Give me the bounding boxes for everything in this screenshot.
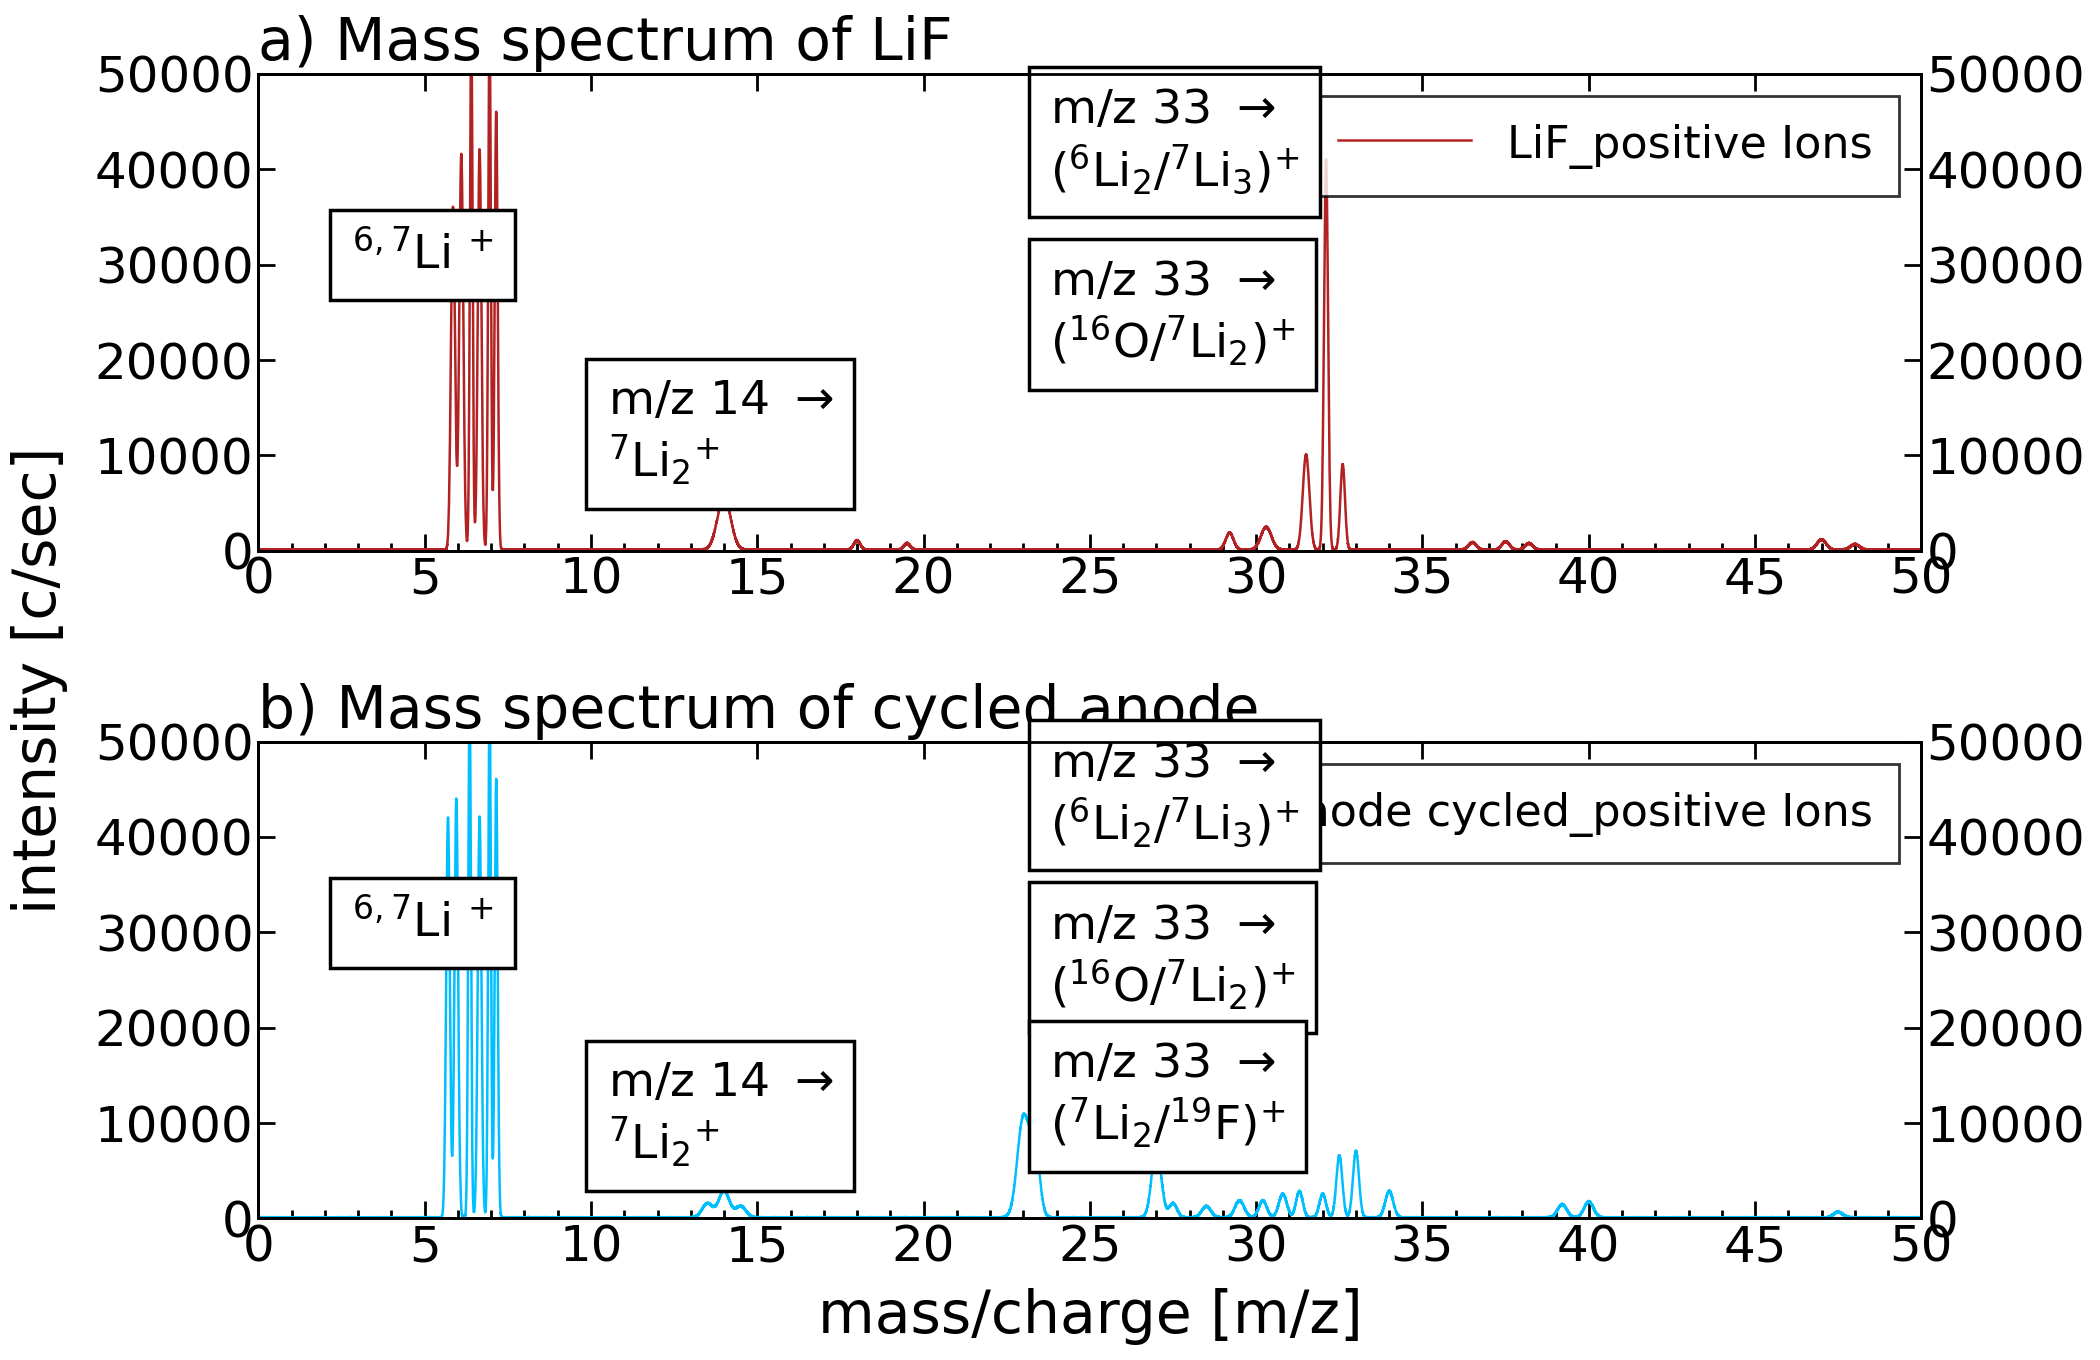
Anode cycled_positive Ions — [586, 1210, 611, 1227]
Text: m/z 14 $\rightarrow$
$^{7}$Li$_{2}$$^{+}$: m/z 14 $\rightarrow$ $^{7}$Li$_{2}$$^{+}… — [607, 1061, 834, 1170]
LiF_positive Ions — [1252, 520, 1277, 536]
Anode cycled_positive Ions — [1802, 1209, 1827, 1225]
LiF_positive Ions — [1436, 543, 1462, 559]
Text: m/z 14 $\rightarrow$
$^{7}$Li$_{2}$$^{+}$: m/z 14 $\rightarrow$ $^{7}$Li$_{2}$$^{+}… — [607, 379, 834, 488]
Text: m/z 33 $\rightarrow$
($^{6}$Li$_{2}$/$^{7}$Li$_{3}$)$^{+}$: m/z 33 $\rightarrow$ ($^{6}$Li$_{2}$/$^{… — [1050, 88, 1300, 196]
LiF_positive Ions — [956, 543, 981, 559]
Text: m/z 33 $\rightarrow$
($^{16}$O/$^{7}$Li$_{2}$)$^{+}$: m/z 33 $\rightarrow$ ($^{16}$O/$^{7}$Li$… — [1050, 260, 1296, 369]
LiF_positive Ions — [1909, 541, 1934, 558]
Text: m/z 33 $\rightarrow$
($^{16}$O/$^{7}$Li$_{2}$)$^{+}$: m/z 33 $\rightarrow$ ($^{16}$O/$^{7}$Li$… — [1050, 903, 1296, 1012]
Anode cycled_positive Ions — [659, 1209, 685, 1225]
Anode cycled_positive Ions — [1312, 1195, 1338, 1212]
Anode cycled_positive Ions — [246, 1209, 271, 1225]
Anode cycled_positive Ions — [1252, 1193, 1277, 1209]
Anode cycled_positive Ions — [1033, 1202, 1058, 1219]
Legend: LiF_positive Ions: LiF_positive Ions — [1310, 97, 1898, 196]
Line: Anode cycled_positive Ions: Anode cycled_positive Ions — [258, 692, 1922, 1219]
Text: m/z 33 $\rightarrow$
($^{6}$Li$_{2}$/$^{7}$Li$_{3}$)$^{+}$: m/z 33 $\rightarrow$ ($^{6}$Li$_{2}$/$^{… — [1050, 741, 1300, 849]
Text: m/z 33 $\rightarrow$
($^{7}$Li$_{2}$/$^{19}$F)$^{+}$: m/z 33 $\rightarrow$ ($^{7}$Li$_{2}$/$^{… — [1050, 1042, 1285, 1151]
LiF_positive Ions — [246, 541, 271, 558]
Anode cycled_positive Ions — [1436, 1209, 1462, 1225]
Anode cycled_positive Ions — [1909, 1209, 1934, 1225]
LiF_positive Ions — [1312, 151, 1338, 167]
LiF_positive Ions — [1033, 543, 1058, 559]
LiF_positive Ions — [477, 16, 502, 33]
Legend: Anode cycled_positive Ions: Anode cycled_positive Ions — [1075, 764, 1898, 864]
Text: $^{6,7}$Li $^{+}$: $^{6,7}$Li $^{+}$ — [351, 231, 494, 279]
LiF_positive Ions — [1802, 540, 1827, 556]
Text: intensity [c/sec]: intensity [c/sec] — [10, 446, 67, 914]
LiF_positive Ions — [659, 541, 685, 558]
Anode cycled_positive Ions — [458, 684, 483, 700]
X-axis label: mass/charge [m/z]: mass/charge [m/z] — [817, 1288, 1363, 1345]
Text: $^{6,7}$Li $^{+}$: $^{6,7}$Li $^{+}$ — [351, 899, 494, 947]
Text: b) Mass spectrum of cycled anode: b) Mass spectrum of cycled anode — [258, 683, 1260, 740]
Line: LiF_positive Ions: LiF_positive Ions — [258, 24, 1922, 551]
Text: a) Mass spectrum of LiF: a) Mass spectrum of LiF — [258, 15, 953, 72]
